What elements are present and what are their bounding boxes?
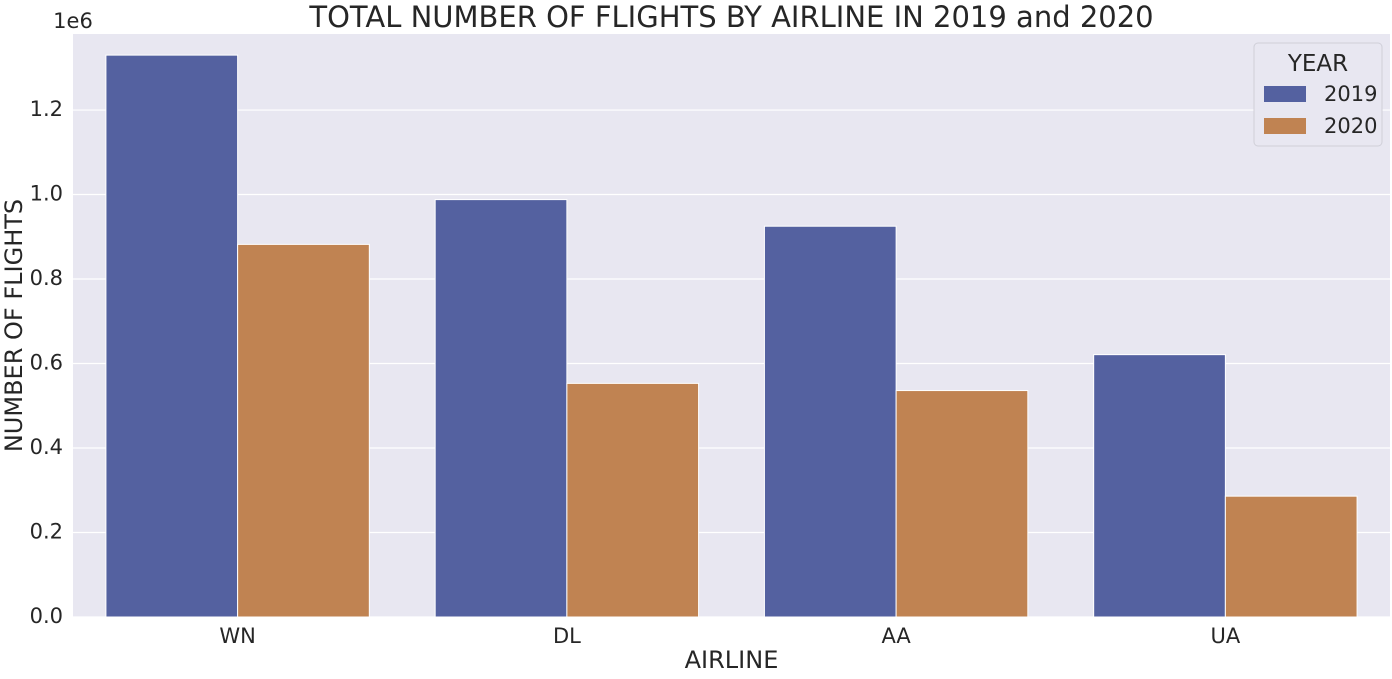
legend-swatch-2020 (1264, 118, 1306, 134)
chart-title: TOTAL NUMBER OF FLIGHTS BY AIRLINE IN 20… (308, 0, 1153, 34)
bar-dl-2019 (434, 199, 568, 618)
bar-aa-2020 (895, 390, 1029, 618)
y-tick-label: 0.0 (30, 604, 63, 628)
bar-dl-2020 (566, 382, 700, 618)
legend-swatch-2019 (1264, 86, 1306, 102)
x-axis-ticks: WN DL AA UA (219, 624, 1240, 648)
bar-wn-2019 (105, 54, 239, 618)
y-axis-ticks: 0.0 0.2 0.4 0.6 0.8 1.0 1.2 (30, 97, 63, 628)
y-tick-label: 0.8 (30, 266, 63, 290)
y-tick-label: 1.2 (30, 97, 63, 121)
legend-label-2019: 2019 (1324, 82, 1377, 106)
bars (105, 54, 1358, 618)
legend: YEAR 2019 2020 (1253, 42, 1383, 147)
y-tick-label: 0.2 (30, 520, 63, 544)
x-tick-label: DL (553, 624, 581, 648)
y-tick-label: 0.4 (30, 435, 63, 459)
x-tick-label: UA (1211, 624, 1241, 648)
legend-entries: 2019 2020 (1264, 82, 1377, 138)
bar-aa-2019 (763, 225, 897, 618)
x-tick-label: AA (881, 624, 911, 648)
bar-ua-2020 (1224, 495, 1358, 618)
y-axis-label: NUMBER OF FLIGHTS (0, 199, 28, 452)
x-axis-label: AIRLINE (685, 646, 779, 674)
bar-wn-2020 (237, 243, 370, 618)
x-tick-label: WN (219, 624, 255, 648)
y-axis-offset-label: 1e6 (53, 9, 93, 33)
y-tick-label: 1.0 (30, 182, 63, 206)
legend-label-2020: 2020 (1324, 114, 1377, 138)
bar-ua-2019 (1093, 354, 1226, 618)
y-tick-label: 0.6 (30, 351, 63, 375)
legend-title: YEAR (1287, 51, 1348, 77)
